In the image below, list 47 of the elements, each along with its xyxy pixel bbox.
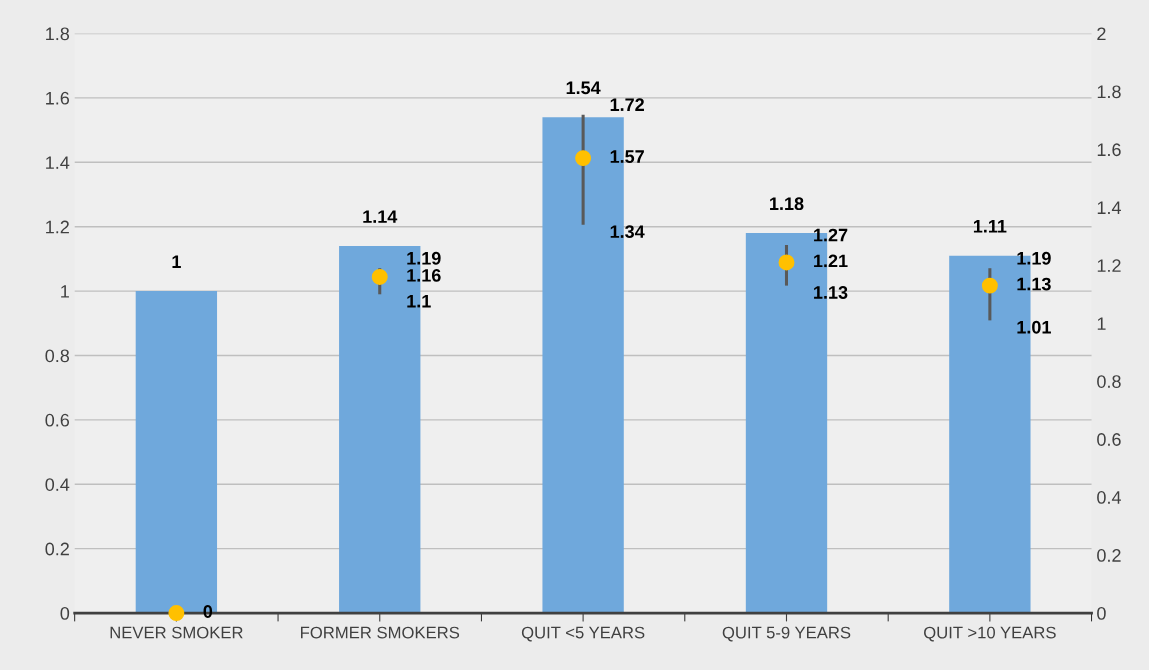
y2-tick-label: 1 <box>1097 317 1106 330</box>
data-label: 1.16 <box>407 268 441 282</box>
y-tick-label: 1.6 <box>46 91 70 105</box>
annotation: 1.27 <box>814 228 848 242</box>
annotation: 1.01 <box>1017 320 1051 334</box>
y2-tick-label: 2 <box>1097 27 1106 41</box>
x-tick-label: FORMER SMOKERS <box>301 626 460 639</box>
y-tick-label: 0 <box>60 606 70 620</box>
y2-tick-label: 1.6 <box>1097 143 1121 157</box>
y2-tick-label: 0.8 <box>1097 375 1121 388</box>
point <box>981 277 998 294</box>
y2-tick-label: 0 <box>1097 606 1106 620</box>
y2-tick-label: 1.2 <box>1097 259 1121 272</box>
y2-tick-label: 0.4 <box>1097 491 1121 504</box>
y-tick-label: 1 <box>61 285 69 298</box>
data-label: 1.11 <box>973 220 1007 233</box>
y-tick-label: 1.4 <box>46 156 70 169</box>
y-tick-label: 0.6 <box>45 413 70 427</box>
y2-tick-label: 0.6 <box>1097 433 1121 446</box>
y2-tick-label: 0.2 <box>1097 549 1121 562</box>
annotation: 1.19 <box>1017 251 1051 265</box>
y-tick-label: 0.8 <box>45 349 70 363</box>
point <box>371 268 388 285</box>
point <box>575 150 592 167</box>
y-tick-label: 0.4 <box>45 478 70 491</box>
annotation: 1.19 <box>407 251 441 265</box>
data-label: 1.21 <box>814 254 848 268</box>
point <box>778 254 795 271</box>
data-label: 1.18 <box>770 197 804 211</box>
data-label: 1 <box>172 255 181 268</box>
data-label: 1.14 <box>363 210 398 223</box>
annotation: 1.34 <box>610 225 645 239</box>
annotation: 1.72 <box>610 98 644 111</box>
point <box>168 605 185 622</box>
y2-tick-label: 1.4 <box>1097 201 1121 214</box>
data-label: 1.57 <box>610 150 644 163</box>
x-tick-label: QUIT 5-9 YEARS <box>722 626 851 642</box>
x-tick-label: QUIT >10 YEARS <box>924 626 1056 642</box>
x-tick-label: QUIT <5 YEARS <box>521 626 645 642</box>
y-tick-label: 1.8 <box>46 27 70 41</box>
x-tick-label: NEVER SMOKER <box>110 626 243 639</box>
y-tick-label: 0.2 <box>45 542 69 556</box>
y2-tick-label: 1.8 <box>1097 85 1121 99</box>
annotation: 1.13 <box>814 286 848 299</box>
y-tick-label: 1.2 <box>46 220 69 234</box>
data-label: 1.54 <box>566 81 601 95</box>
data-label: 1.13 <box>1017 277 1051 291</box>
